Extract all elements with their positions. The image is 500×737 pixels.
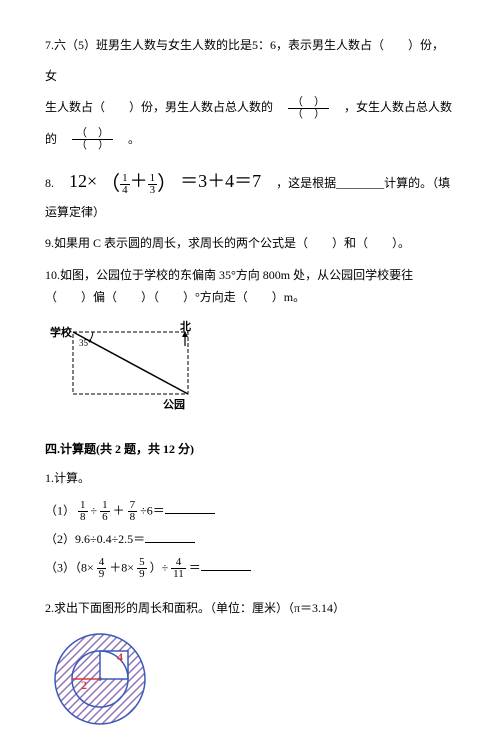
q9-text: 9.如果用 C 表示圆的周长，求周长的两个公式是（ ）和（ ）。	[45, 236, 410, 250]
c1-prefix: （1）	[45, 503, 75, 517]
c2-text: （2）9.6÷0.4÷2.5＝	[45, 532, 145, 546]
c1-op2: ＋	[113, 503, 125, 517]
c1-f3: 78	[128, 500, 138, 523]
c1-f1: 18	[78, 500, 88, 523]
q8-tail: ，这是根据________计算的。（填	[264, 176, 450, 190]
c1-tail: ÷6＝	[140, 503, 165, 517]
q8-prefix: 8.	[45, 176, 66, 190]
c3-tail: ＝	[189, 560, 201, 574]
label-school: 学校	[50, 325, 73, 339]
angle-label: 35°	[79, 338, 92, 348]
calc-item-1: （1） 18 ÷ 16 ＋ 78 ÷6＝	[45, 500, 455, 523]
q10-line2: （ ）偏（ ）（ ）°方向走（ ）m。	[45, 290, 305, 304]
right-paren: ）	[157, 173, 177, 195]
calc-2-title: 2.求出下面图形的周长和面积。（单位：厘米）（π＝3.14）	[45, 598, 455, 620]
calc-1-title: 1.计算。	[45, 468, 455, 490]
q8-expr-b: ＝3＋4＝7	[180, 171, 261, 191]
frac-1-3: 13	[148, 173, 158, 196]
label-4: 4	[117, 650, 123, 664]
label-2: 2	[81, 678, 87, 692]
label-park: 公园	[163, 398, 185, 411]
frac-1-4: 14	[120, 173, 130, 196]
q7-text-2a: 生人数占（ ）份，男生人数占总人数的	[45, 100, 285, 114]
c3-f3: 411	[171, 557, 186, 580]
plus-sign: ＋	[130, 171, 148, 191]
blank-fraction-2: （ ）（ ）	[72, 128, 113, 151]
q8-line2: 运算定律）	[45, 205, 105, 219]
question-10: 10.如图，公园位于学校的东偏南 35°方向 800m 处，从公园回学校要往 （…	[45, 265, 455, 308]
blank-fraction-1: （ ）（ ）	[288, 97, 329, 120]
diagram-circle: 2 4	[45, 629, 455, 737]
left-paren: （	[100, 173, 120, 195]
section-4-title: 四.计算题(共 2 题，共 12 分)	[45, 439, 455, 461]
c1-f2: 16	[100, 500, 110, 523]
diagram-1-svg: 学校 北 35° 公园	[45, 318, 205, 413]
c2-blank	[145, 531, 195, 543]
c3-f2: 59	[137, 557, 147, 580]
q7-text-3a: 的	[45, 132, 69, 146]
calc-item-2: （2）9.6÷0.4÷2.5＝	[45, 529, 455, 551]
label-north: 北	[180, 319, 191, 333]
calc-item-3: （3）（8× 49 ＋8× 59 ）÷ 411 ＝	[45, 557, 455, 580]
q8-expr-a: 12×	[69, 171, 97, 191]
diagram-2-svg: 2 4	[45, 629, 155, 729]
c3-f1: 49	[97, 557, 107, 580]
c3-blank	[201, 559, 251, 571]
diagram-school-park: 学校 北 35° 公园	[45, 318, 455, 421]
q10-line1: 10.如图，公园位于学校的东偏南 35°方向 800m 处，从公园回学校要往	[45, 268, 413, 282]
c3-mid2: ）÷	[150, 560, 169, 574]
c3-mid: ＋8×	[109, 560, 134, 574]
question-8: 8. 12× （14＋13） ＝3＋4＝7 ，这是根据________计算的。（…	[45, 165, 455, 224]
question-9: 9.如果用 C 表示圆的周长，求周长的两个公式是（ ）和（ ）。	[45, 233, 455, 255]
c1-op1: ÷	[91, 503, 98, 517]
c3-prefix: （3）（8×	[45, 560, 94, 574]
q7-text-1: 7.六（5）班男生人数与女生人数的比是5：6，表示男生人数占（ ）份，女	[45, 38, 444, 83]
q7-text-2b: ，女生人数占总人数	[332, 100, 452, 114]
question-7: 7.六（5）班男生人数与女生人数的比是5：6，表示男生人数占（ ）份，女 生人数…	[45, 30, 455, 155]
q7-text-3b: 。	[116, 132, 140, 146]
c1-blank	[165, 502, 215, 514]
